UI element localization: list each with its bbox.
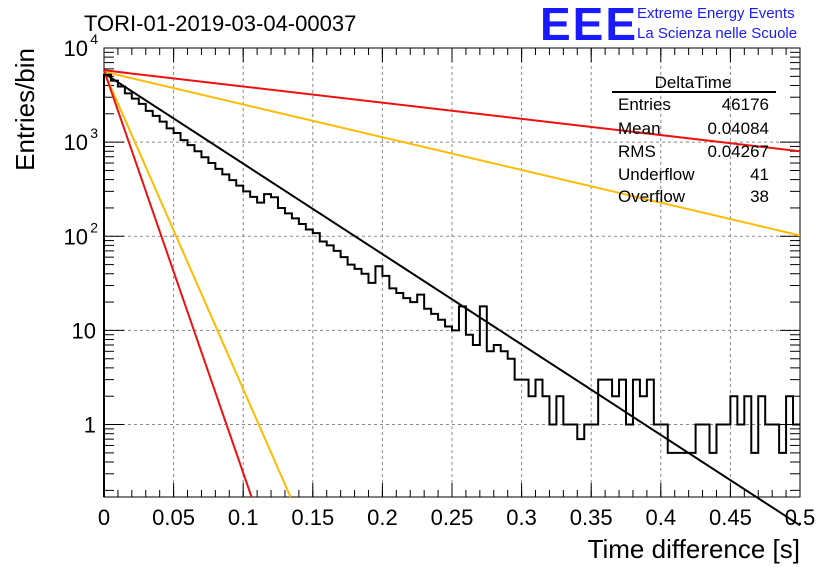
x-tick-label: 0.05 xyxy=(152,505,195,530)
fit-curves xyxy=(103,69,801,527)
x-axis-title: Time difference [s] xyxy=(588,534,800,564)
stats-label-mean: Mean xyxy=(618,119,661,138)
fit-curve-2 xyxy=(103,70,801,237)
x-tick-label: 0.15 xyxy=(291,505,334,530)
stats-value-overflow: 38 xyxy=(750,187,769,206)
logo-letters: EEE xyxy=(540,0,638,50)
x-tick-labels: 0 0.05 0.1 0.15 0.2 0.25 0.3 0.35 0.4 0.45 0.5 xyxy=(98,505,815,530)
axis-ticks xyxy=(103,47,801,497)
stats-label-rms: RMS xyxy=(618,142,656,161)
y-tick-label: 10 xyxy=(72,318,96,343)
stats-box: DeltaTime Entries 46176 Mean 0.04084 RMS… xyxy=(612,73,776,206)
x-tick-label: 0.25 xyxy=(431,505,474,530)
stats-value-entries: 46176 xyxy=(722,95,769,114)
stats-value-underflow: 41 xyxy=(750,165,769,184)
x-tick-label: 0.1 xyxy=(228,505,259,530)
y-axis-title: Entries/bin xyxy=(10,48,40,171)
logo-line-1: Extreme Energy Events xyxy=(637,5,795,22)
y-tick-exponent: 2 xyxy=(90,219,98,235)
stats-value-rms: 0.04267 xyxy=(708,142,769,161)
fit-curve-4 xyxy=(103,69,253,498)
x-tick-label: 0.45 xyxy=(709,505,752,530)
y-tick-exponent: 3 xyxy=(90,125,98,141)
stats-label-underflow: Underflow xyxy=(618,165,695,184)
y-tick-label: 1 xyxy=(84,413,96,438)
histogram xyxy=(103,73,800,497)
stats-box-name: DeltaTime xyxy=(655,73,732,92)
x-tick-label: 0 xyxy=(98,505,110,530)
fit-curve-3 xyxy=(103,71,292,498)
y-tick-label: 10 xyxy=(64,224,88,249)
stats-value-mean: 0.04084 xyxy=(708,119,769,138)
x-tick-label: 0.5 xyxy=(785,505,816,530)
eee-logo: EEE Extreme Energy Events La Scienza nel… xyxy=(540,0,797,50)
fit-curve-1 xyxy=(103,69,801,153)
y-tick-label: 10 xyxy=(64,130,88,155)
x-tick-label: 0.2 xyxy=(367,505,398,530)
stats-label-entries: Entries xyxy=(618,95,671,114)
x-tick-label: 0.3 xyxy=(506,505,537,530)
fit-curve-0 xyxy=(103,72,801,527)
logo-line-2: La Scienza nelle Scuole xyxy=(637,25,797,42)
y-tick-exponent: 4 xyxy=(90,31,98,47)
y-tick-label: 10 xyxy=(64,36,88,61)
stats-label-overflow: Overflow xyxy=(618,187,686,206)
x-tick-label: 0.35 xyxy=(570,505,613,530)
chart-title: TORI-01-2019-03-04-00037 xyxy=(84,11,356,36)
x-tick-label: 0.4 xyxy=(646,505,677,530)
histogram-steps xyxy=(103,73,800,497)
